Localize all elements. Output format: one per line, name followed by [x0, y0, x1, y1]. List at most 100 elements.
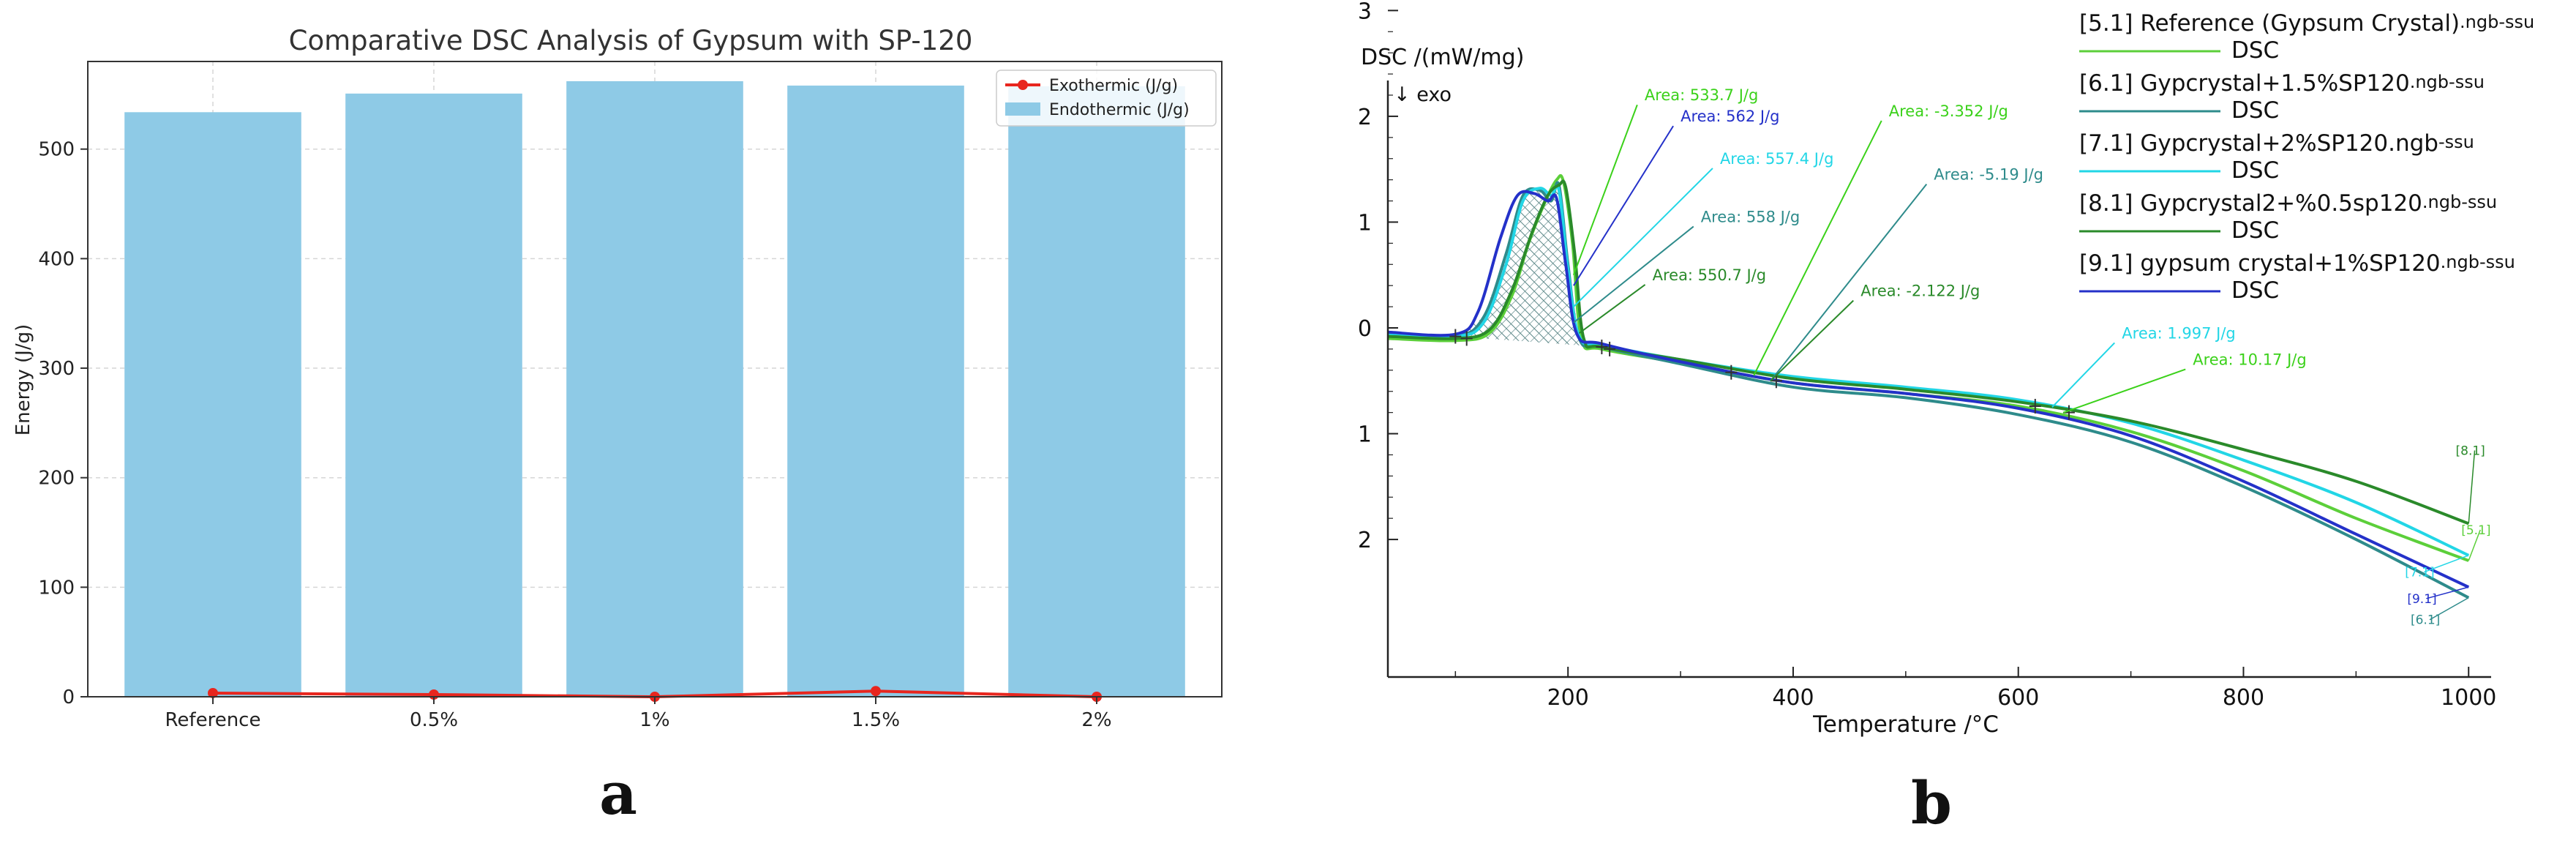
- area-annotation: Area: 557.4 J/g: [1720, 150, 1833, 168]
- legend-entry-label: [9.1] gypsum crystal+1%SP120.ngb-ssu: [2079, 250, 2515, 277]
- area-annotation: Area: 550.7 J/g: [1653, 266, 1766, 284]
- area-annotation: Area: 562 J/g: [1681, 108, 1779, 125]
- annotation-leader: [1573, 225, 1694, 323]
- legend: Exothermic (J/g) Endothermic (J/g): [996, 70, 1217, 127]
- area-annotation: Area: -2.122 J/g: [1860, 283, 1980, 300]
- area-annotation: Area: 1.997 J/g: [2122, 324, 2235, 342]
- dsc-curves: [1387, 174, 2470, 599]
- legend-entry-sub: DSC: [2231, 277, 2279, 304]
- x-axis-label: Temperature /°C: [1812, 711, 1999, 738]
- bar-0.5%: [345, 93, 522, 697]
- area-annotation: Area: -3.352 J/g: [1889, 102, 2008, 120]
- dsc-curve-8.1: [1387, 179, 2469, 526]
- dsc-curve-panel: DSC /(mW/mg) ↓ exo Area: 533.7 J/gArea: …: [1358, 0, 2534, 837]
- area-annotation: Area: 558 J/g: [1701, 208, 1800, 225]
- curve-end-tag: [7.1]: [2405, 566, 2434, 580]
- bar-1%: [566, 81, 743, 697]
- x-tick-label: 1.5%: [852, 709, 900, 731]
- curve-end-tag: [8.1]: [2456, 444, 2485, 458]
- area-annotations: Area: 533.7 J/g Area: 562 J/g Area: 557.4 …: [1572, 86, 2307, 414]
- annotation-leader: [1770, 184, 1928, 381]
- legend-entry-suffix: .ngb-ssu: [2460, 12, 2534, 32]
- legend-entry-suffix: .ngb-ssu: [2422, 192, 2497, 212]
- legend-entry-name: [5.1] Reference (Gypsum Crystal): [2079, 10, 2460, 37]
- annotation-leader: [2062, 368, 2186, 414]
- endothermic-bars: [124, 81, 1185, 697]
- legend-entry-sub: DSC: [2231, 157, 2279, 184]
- x-tick-label: 2%: [1081, 709, 1111, 731]
- x-tick-label: 800: [2223, 685, 2264, 711]
- y-tick-label: 300: [38, 358, 75, 380]
- legend-endothermic-label: Endothermic (J/g): [1049, 101, 1190, 119]
- exo-direction-label: ↓ exo: [1394, 83, 1452, 106]
- curve-end-tag: [5.1]: [2461, 523, 2490, 538]
- exothermic-point: [871, 686, 881, 697]
- axis-ticks: 200 400 600 800 1000 2 1 0 1 2 3: [1358, 0, 2496, 711]
- legend-entry-label: [6.1] Gypcrystal+1.5%SP120.ngb-ssu: [2079, 70, 2485, 97]
- bar-1.5%: [787, 85, 964, 697]
- y-tick-label: 500: [38, 139, 75, 161]
- y-tick-label: 0: [1358, 316, 1372, 342]
- legend-entry-sub: DSC: [2231, 97, 2279, 124]
- area-annotation: Area: -5.19 J/g: [1934, 166, 2043, 184]
- bar-Reference: [124, 112, 301, 697]
- bar-2%: [1008, 86, 1185, 697]
- exothermic-point: [208, 687, 218, 698]
- annotation-leader: [1573, 168, 1713, 307]
- panel-letter-a: a: [599, 759, 637, 828]
- legend-entry-name: [7.1] Gypcrystal+2%SP120.ngb: [2079, 130, 2438, 157]
- bar-chart-panel: Comparative DSC Analysis of Gypsum with …: [12, 25, 1223, 828]
- dsc-curve-9.1: [1387, 190, 2470, 588]
- legend-entry-suffix: .ngb-ssu: [2441, 252, 2515, 272]
- annotation-leader: [1770, 299, 1854, 381]
- panel-letter-b: b: [1911, 768, 1952, 837]
- legend-endothermic-swatch: [1005, 102, 1040, 116]
- legend-entry-name: [9.1] gypsum crystal+1%SP120: [2079, 250, 2441, 277]
- annotation-leader: [1572, 104, 1638, 276]
- legend: [5.1] Reference (Gypsum Crystal).ngb-ssu…: [2079, 10, 2534, 304]
- y-tick-label: 2: [1358, 105, 1372, 130]
- legend-exothermic-label: Exothermic (J/g): [1049, 77, 1178, 95]
- x-tick-label: 0.5%: [410, 709, 458, 731]
- axis-ticks: 0 100 200 300 400 500 Reference 0.5% 1% 1.5% 2%: [38, 139, 1111, 731]
- legend-entry-label: [8.1] Gypcrystal2+%0.5sp120.ngb-ssu: [2079, 190, 2497, 217]
- legend-box: [996, 70, 1217, 127]
- legend-entry-label: [5.1] Reference (Gypsum Crystal).ngb-ssu: [2079, 10, 2534, 37]
- legend-entry-suffix: .ngb-ssu: [2410, 72, 2485, 92]
- y-tick-label: 100: [38, 577, 75, 599]
- legend-entry-label: [7.1] Gypcrystal+2%SP120.ngb-ssu: [2079, 130, 2474, 157]
- legend-entry-suffix: -ssu: [2438, 132, 2474, 152]
- area-annotation: Area: 533.7 J/g: [1645, 86, 1758, 104]
- end-tag-leader: [2424, 555, 2469, 573]
- curve-end-tags: [5.1] [6.1] [7.1] [8.1] [9.1]: [2405, 444, 2490, 627]
- area-annotation: Area: 10.17 J/g: [2193, 351, 2306, 369]
- y-tick-label: 2: [1358, 528, 1372, 553]
- x-tick-label: Reference: [165, 709, 261, 731]
- x-tick-label: 400: [1772, 685, 1814, 711]
- y-tick-label: 200: [38, 468, 75, 490]
- x-tick-label: 200: [1547, 685, 1589, 711]
- y-tick-label: 400: [38, 248, 75, 270]
- y-axis-label: Energy (J/g): [12, 324, 34, 436]
- legend-entry-name: [6.1] Gypcrystal+1.5%SP120: [2079, 70, 2410, 97]
- annotation-leader: [1573, 125, 1674, 286]
- y-tick-label: 1: [1358, 422, 1372, 448]
- x-tick-label: 1%: [639, 709, 669, 731]
- annotation-leader: [2051, 342, 2115, 408]
- legend-entry-sub: DSC: [2231, 37, 2279, 64]
- chart-title: Comparative DSC Analysis of Gypsum with …: [289, 25, 973, 56]
- legend-entry-sub: DSC: [2231, 217, 2279, 244]
- y-tick-label: 3: [1358, 0, 1372, 24]
- legend-exothermic-marker: [1018, 80, 1028, 90]
- curve-end-tag: [9.1]: [2407, 592, 2436, 607]
- dsc-y-label: DSC /(mW/mg): [1361, 45, 1524, 70]
- x-tick-label: 1000: [2441, 685, 2496, 711]
- end-tag-leader: [2468, 450, 2476, 524]
- x-tick-label: 600: [1997, 685, 2039, 711]
- end-tag-leader: [2426, 586, 2469, 599]
- y-tick-label: 0: [62, 687, 75, 708]
- y-tick-label: 1: [1358, 210, 1372, 236]
- legend-entry-name: [8.1] Gypcrystal2+%0.5sp120: [2079, 190, 2422, 217]
- annotation-leader: [1753, 120, 1882, 376]
